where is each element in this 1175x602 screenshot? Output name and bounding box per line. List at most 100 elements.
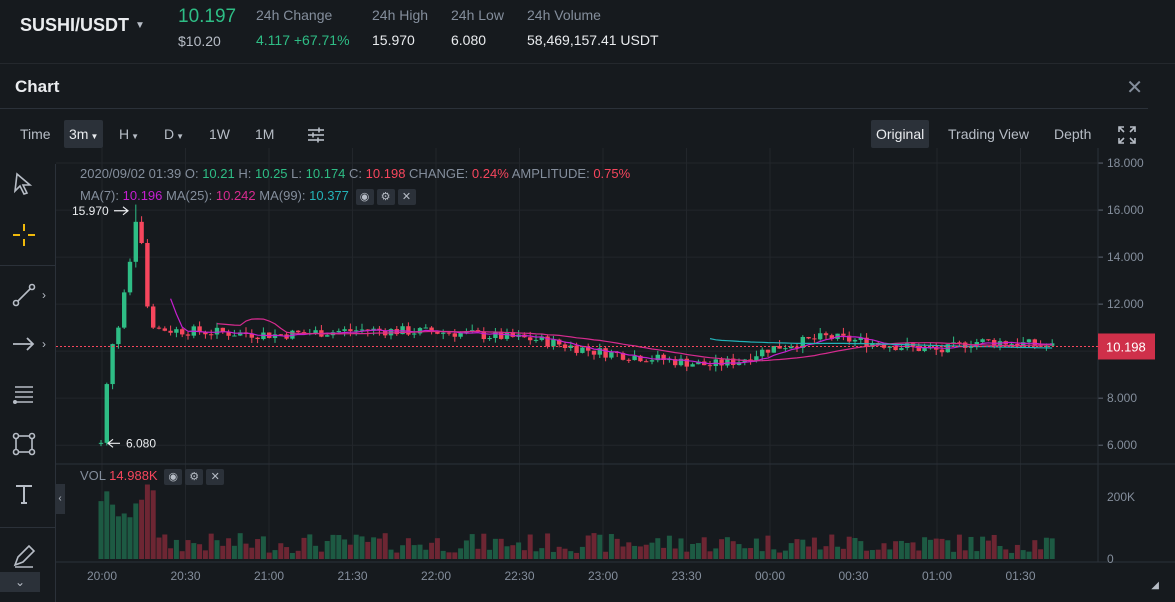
settings-icon[interactable]: ⚙ [376, 188, 395, 205]
close-icon[interactable]: ✕ [397, 188, 416, 205]
volume-bar [226, 538, 232, 559]
volume-value: 58,469,157.41 USDT [527, 32, 659, 48]
candle-body [325, 335, 330, 337]
candle-body [707, 365, 713, 367]
trend-line-icon[interactable] [8, 279, 40, 311]
caret-down-icon: ▼ [90, 132, 99, 141]
volume-bar [678, 538, 684, 559]
fullscreen-icon[interactable] [1113, 120, 1141, 148]
low-stat: 24h Low 6.080 [451, 7, 504, 48]
volume-bar [394, 552, 400, 559]
volume-bar [887, 549, 893, 559]
collapse-tools-button[interactable]: ‹ [55, 484, 65, 514]
chevron-down-icon[interactable]: ⌄ [0, 572, 40, 592]
close-icon[interactable]: ✕ [206, 468, 225, 485]
volume-bar [585, 535, 591, 559]
volume-bar [997, 545, 1003, 559]
candle-body [974, 342, 979, 346]
volume-bar [411, 545, 417, 559]
volume-bar [220, 545, 226, 559]
volume-bar [266, 552, 272, 559]
volume-bar [724, 537, 730, 559]
candle-body [777, 345, 782, 349]
volume-bar [365, 541, 371, 559]
candle-body [545, 336, 550, 347]
settings-icon[interactable]: ⚙ [185, 468, 204, 485]
volume-bar [748, 548, 754, 559]
volume-bar [342, 539, 348, 559]
volume-bar [481, 533, 487, 559]
candle-body [847, 335, 852, 342]
cursor-icon[interactable] [8, 168, 40, 200]
volume-bar [835, 546, 841, 559]
candle-body [458, 332, 463, 337]
volume-bar [597, 534, 603, 559]
candle-body [232, 335, 237, 337]
candle-body [800, 336, 805, 348]
volume-bar [139, 499, 145, 559]
volume-bar [840, 548, 846, 559]
chevron-right-icon[interactable]: › [42, 337, 46, 351]
eye-icon[interactable]: ◉ [355, 188, 374, 205]
chevron-right-icon[interactable]: › [42, 288, 46, 302]
candle-body [342, 329, 347, 331]
drawing-tools: › › [0, 164, 56, 602]
interval-3m[interactable]: 3m ▼ [64, 120, 104, 148]
high-stat: 24h High 15.970 [372, 7, 428, 48]
text-icon[interactable] [8, 478, 40, 510]
candle-body [226, 331, 231, 336]
candle-body [238, 332, 243, 336]
volume-bar [359, 536, 365, 559]
fib-icon[interactable] [8, 379, 40, 411]
view-depth[interactable]: Depth [1054, 126, 1092, 142]
time-tick-label: 00:30 [838, 569, 868, 583]
price-chart[interactable]: 18.00016.00014.00012.00010.0008.0006.000… [56, 92, 1175, 592]
candle-body [852, 339, 858, 342]
candle-body [789, 346, 794, 349]
candle-body [528, 337, 533, 341]
volume-bar [962, 550, 968, 559]
shape-icon[interactable] [8, 428, 40, 460]
candle-body [435, 332, 440, 334]
volume-bar [1026, 551, 1032, 559]
candle-body [591, 350, 597, 355]
tools-separator [0, 527, 55, 528]
pair-selector[interactable]: SUSHI/USDT ▼ [20, 15, 145, 36]
info-h: 10.25 [255, 166, 288, 181]
candle-body [412, 333, 417, 335]
ticker-bar: SUSHI/USDT ▼ 10.197 $10.20 24h Change 4.… [0, 0, 1175, 58]
close-icon[interactable]: ✕ [1126, 77, 1143, 99]
brush-icon[interactable] [8, 540, 40, 572]
time-tick-label: 20:30 [170, 569, 200, 583]
volume-bar [539, 548, 545, 559]
volume-bar [475, 548, 481, 559]
sliders-icon[interactable] [302, 120, 330, 148]
candle-body [452, 333, 457, 337]
last-price: 10.197 [178, 6, 237, 27]
crosshair-icon[interactable] [8, 219, 40, 251]
arrow-icon[interactable] [8, 328, 40, 360]
candle-body [806, 336, 811, 339]
interval-1m[interactable]: 1M [255, 126, 275, 142]
interval-d[interactable]: D ▼ [159, 120, 189, 148]
candle-body [203, 332, 208, 335]
interval-h[interactable]: H ▼ [114, 120, 144, 148]
candle-body [725, 358, 730, 366]
high-marker-label: 15.970 [72, 204, 109, 218]
volume-bar [510, 545, 516, 559]
view-original[interactable]: Original [871, 120, 930, 148]
resize-handle-icon[interactable]: ◢ [1151, 580, 1159, 591]
volume-bar [197, 544, 203, 559]
volume-stat: 24h Volume 58,469,157.41 USDT [527, 7, 659, 48]
interval-1w[interactable]: 1W [209, 126, 230, 142]
candle-body [1009, 343, 1014, 345]
candle-body [980, 339, 985, 343]
eye-icon[interactable]: ◉ [164, 468, 183, 485]
view-trading-view[interactable]: Trading View [948, 126, 1029, 142]
candle-body [180, 329, 185, 335]
volume-bar [637, 546, 643, 559]
candle-body [336, 330, 341, 333]
volume-bar [214, 540, 220, 559]
candle-body [470, 330, 475, 332]
info-o: 10.21 [202, 166, 235, 181]
